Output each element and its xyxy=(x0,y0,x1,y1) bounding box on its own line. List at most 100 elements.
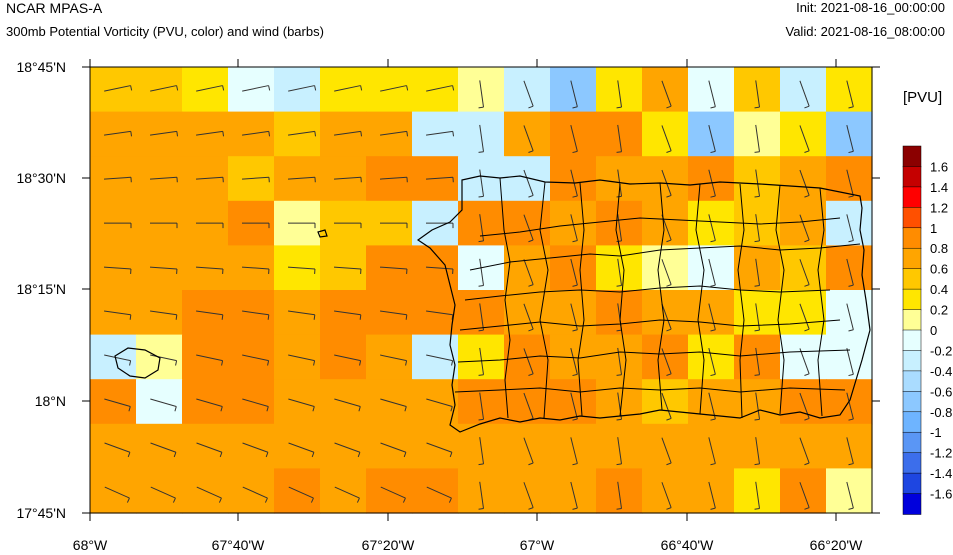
colorbar-swatch xyxy=(902,493,922,515)
wind-barb xyxy=(661,80,672,109)
colorbar-label: -0.8 xyxy=(930,405,952,420)
wind-barb xyxy=(708,214,716,243)
lon-label: 68°W xyxy=(73,537,108,553)
colorbar xyxy=(902,145,922,515)
wind-barb xyxy=(334,398,361,412)
wind-barb xyxy=(523,482,534,510)
wind-barb xyxy=(104,442,131,458)
wind-barb xyxy=(661,169,672,198)
figure-subtitle: 300mb Potential Vorticity (PVU, color) a… xyxy=(6,24,324,39)
wind-barb xyxy=(478,437,485,466)
wind-barb xyxy=(104,222,132,229)
colorbar-label: -0.2 xyxy=(930,343,952,358)
wind-barb xyxy=(241,266,270,274)
wind-barb xyxy=(426,486,452,503)
wind-barb xyxy=(570,258,578,287)
wind-barb xyxy=(287,266,316,274)
colorbar-swatch xyxy=(902,288,922,311)
wind-barb xyxy=(334,85,363,92)
colorbar-swatch xyxy=(902,370,922,393)
colorbar-swatch xyxy=(902,268,922,290)
wind-barb xyxy=(570,214,578,243)
lon-label: 67°W xyxy=(520,537,555,553)
wind-barb xyxy=(334,354,362,366)
wind-barb xyxy=(846,481,854,510)
wind-barb xyxy=(150,354,178,366)
wind-barb xyxy=(242,398,269,412)
wind-barb xyxy=(799,125,810,153)
wind-barb xyxy=(799,259,810,287)
wind-barb xyxy=(104,130,133,137)
colorbar-label: 1.4 xyxy=(930,180,948,195)
wind-barb xyxy=(242,85,271,92)
wind-barb xyxy=(195,176,224,183)
wind-barb xyxy=(426,354,454,366)
colorbar-label: 0 xyxy=(930,323,937,338)
wind-barb xyxy=(570,125,578,154)
wind-barb xyxy=(478,124,485,153)
colorbar-label: 0.4 xyxy=(930,282,948,297)
lat-label: 18°30'N xyxy=(16,170,66,186)
wind-barb xyxy=(196,398,223,412)
colorbar-swatch xyxy=(902,207,922,229)
coastline xyxy=(416,175,871,433)
wind-barb xyxy=(616,437,623,466)
wind-barb xyxy=(799,80,810,109)
lon-label: 66°40'W xyxy=(661,537,714,553)
wind-barb xyxy=(523,214,534,243)
island-west xyxy=(114,347,161,379)
wind-barb xyxy=(103,266,132,274)
wind-barb xyxy=(150,310,178,320)
wind-barb xyxy=(754,169,761,198)
wind-barb xyxy=(799,169,810,198)
wind-barb xyxy=(334,310,362,320)
figure-title: NCAR MPAS-A xyxy=(6,0,103,16)
wind-barb xyxy=(380,222,408,229)
colorbar-swatch xyxy=(902,431,922,454)
wind-barb xyxy=(708,481,716,510)
lat-label: 18°N xyxy=(35,393,66,409)
wind-barb xyxy=(334,442,361,458)
wind-barb xyxy=(150,222,178,229)
wind-barb xyxy=(196,486,222,503)
wind-barb xyxy=(846,214,854,243)
wind-barb xyxy=(661,348,672,376)
wind-barb xyxy=(380,85,409,92)
init-time: Init: 2021-08-16_00:00:00 xyxy=(796,0,945,15)
wind-barb xyxy=(288,310,316,320)
colorbar-swatch xyxy=(902,329,922,352)
wind-barb xyxy=(334,222,362,229)
wind-barb xyxy=(196,354,224,366)
wind-barb xyxy=(754,124,761,153)
wind-barb xyxy=(104,85,133,92)
wind-barb xyxy=(846,392,854,421)
wind-barb xyxy=(288,398,315,412)
wind-barb xyxy=(380,354,408,366)
wind-barb xyxy=(661,482,672,510)
wind-barb xyxy=(150,130,179,137)
wind-barb xyxy=(754,347,761,376)
wind-barb xyxy=(799,437,810,466)
wind-barb xyxy=(196,85,225,92)
colorbar-label: -0.6 xyxy=(930,384,952,399)
wind-barb xyxy=(661,392,672,421)
wind-barb xyxy=(846,303,854,332)
wind-barb xyxy=(616,392,623,421)
wind-barb xyxy=(103,176,132,183)
wind-barb xyxy=(380,398,407,412)
wind-barb xyxy=(661,437,672,466)
wind-barb xyxy=(478,392,485,421)
wind-barb xyxy=(242,130,271,137)
wind-barb xyxy=(661,303,672,332)
colorbar-swatch xyxy=(902,227,922,249)
wind-barb xyxy=(104,486,130,503)
lon-label: 67°40'W xyxy=(212,537,265,553)
colorbar-swatch xyxy=(902,186,922,209)
wind-barb xyxy=(754,392,761,421)
wind-barb xyxy=(570,481,578,510)
colorbar-labels: 1.6 1.4 1.2 1 0.8 0.6 0.4 0.2 0 -0.2 -0.4 -0.6 -0.8 -… xyxy=(930,159,952,501)
wind-barb xyxy=(104,398,131,412)
wind-barb xyxy=(425,266,454,274)
lat-labels: 18°45'N 18°30'N 18°15'N 18°N 17°45'N xyxy=(16,59,66,521)
